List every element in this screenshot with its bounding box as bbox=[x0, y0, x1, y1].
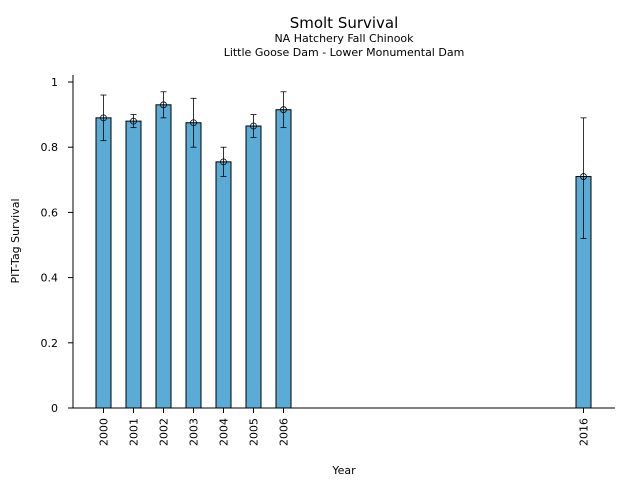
x-tick-label: 2006 bbox=[278, 418, 291, 446]
point-marker-2000 bbox=[100, 114, 107, 122]
bar-2003 bbox=[185, 122, 202, 409]
point-marker-2004 bbox=[220, 158, 227, 166]
point-marker-2005 bbox=[250, 122, 257, 130]
error-bars-group bbox=[100, 91, 587, 239]
point-marker-2006 bbox=[280, 106, 287, 114]
bar-2002 bbox=[155, 104, 172, 409]
x-tick-label: 2005 bbox=[248, 418, 261, 446]
point-marker-2002 bbox=[160, 101, 167, 109]
chart-title: Smolt Survival bbox=[290, 14, 399, 32]
y-tick-label: 0 bbox=[51, 402, 58, 415]
y-tick-label: 0.4 bbox=[41, 272, 59, 285]
y-ticks-group: 0 0.2 0.4 0.6 0.8 1 bbox=[41, 76, 73, 415]
bar-2000 bbox=[95, 117, 112, 409]
x-tick-label: 2000 bbox=[98, 418, 111, 446]
point-marker-2001 bbox=[130, 117, 137, 125]
x-tick-label: 2002 bbox=[158, 418, 171, 446]
point-marker-2016 bbox=[580, 173, 587, 180]
y-tick-label: 1 bbox=[51, 76, 58, 89]
x-tick-label: 2004 bbox=[218, 418, 231, 446]
chart-subtitle-2: Little Goose Dam - Lower Monumental Dam bbox=[224, 46, 465, 59]
y-tick-label: 0.6 bbox=[41, 206, 59, 219]
y-tick-label: 0.2 bbox=[41, 337, 59, 350]
bar-2004 bbox=[215, 161, 232, 409]
x-axis-label: Year bbox=[331, 464, 356, 477]
x-tick-label: 2003 bbox=[188, 418, 201, 446]
bar-2005 bbox=[245, 125, 262, 409]
bar-2001 bbox=[125, 120, 142, 409]
x-ticks-group: 2000 2001 2002 2003 2004 2005 2006 2016 bbox=[98, 408, 591, 446]
chart-subtitle-1: NA Hatchery Fall Chinook bbox=[274, 32, 414, 45]
x-tick-label: 2001 bbox=[128, 418, 141, 446]
y-tick-label: 0.8 bbox=[41, 141, 59, 154]
x-tick-label: 2016 bbox=[578, 418, 591, 446]
point-marker-2003 bbox=[190, 119, 197, 127]
bar-2006 bbox=[275, 109, 292, 409]
y-axis-label: PIT-Tag Survival bbox=[9, 198, 22, 283]
bars-group bbox=[95, 104, 592, 409]
